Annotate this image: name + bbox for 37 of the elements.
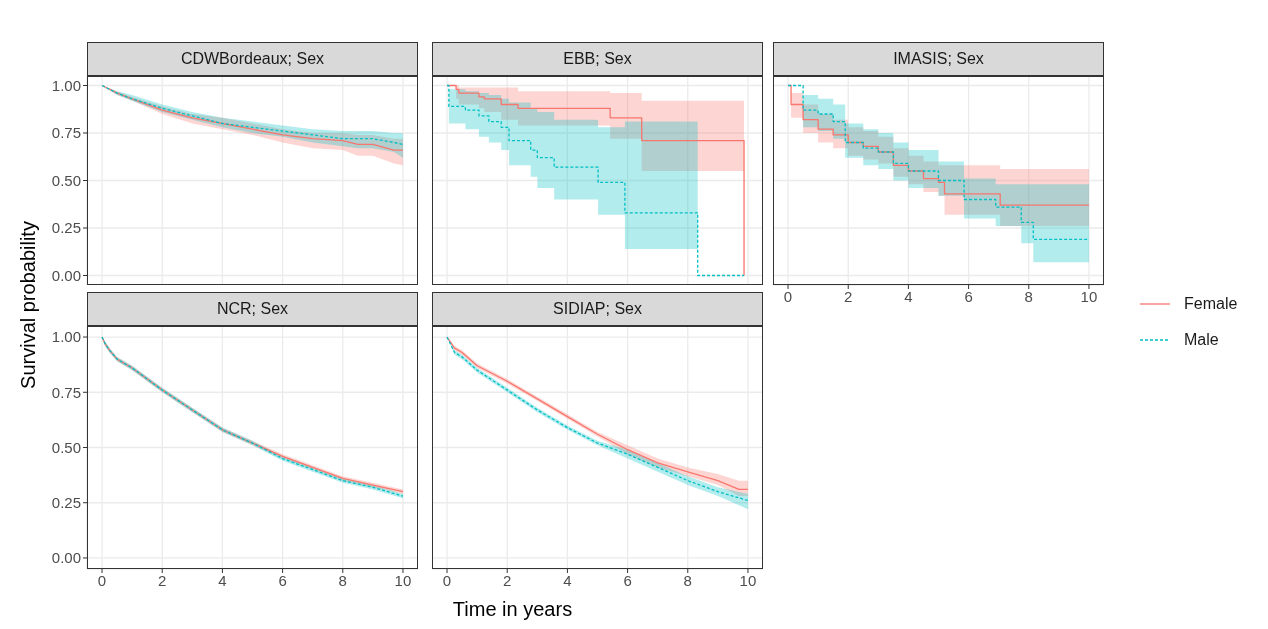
x-tick-label: 6 xyxy=(278,571,287,589)
x-tick-label: 10 xyxy=(394,571,412,589)
y-axis-title: Survival probability xyxy=(16,220,40,391)
chart-title: SIDIAP; Sex xyxy=(432,292,763,326)
x-tick-label: 2 xyxy=(844,287,853,305)
legend-label: Male xyxy=(1184,331,1219,349)
y-tick-label: 0.75 xyxy=(51,383,81,401)
x-tick-label: 4 xyxy=(218,571,227,589)
x-tick-label: 0 xyxy=(783,287,793,305)
chart-title: EBB; Sex xyxy=(432,42,763,76)
x-tick-label: 8 xyxy=(683,571,692,589)
legend-label: Female xyxy=(1184,295,1238,313)
x-tick-label: 2 xyxy=(158,571,167,589)
x-tick-label: 6 xyxy=(964,287,973,305)
chart-title: NCR; Sex xyxy=(87,292,418,326)
y-tick-label: 0.50 xyxy=(51,438,81,456)
y-tick-label: 0.75 xyxy=(51,124,81,142)
x-tick-label: 4 xyxy=(904,287,913,305)
x-tick-label: 0 xyxy=(97,571,107,589)
x-tick-label: 0 xyxy=(442,571,452,589)
y-tick-label: 1.00 xyxy=(51,76,81,94)
x-tick-label: 10 xyxy=(739,571,757,589)
x-tick-label: 4 xyxy=(563,571,572,589)
x-tick-label: 2 xyxy=(503,571,512,589)
y-tick-label: 0.25 xyxy=(51,494,81,512)
x-axis-title: Time in years xyxy=(451,598,574,621)
y-tick-label: 0.50 xyxy=(51,171,81,189)
chart-title: IMASIS; Sex xyxy=(773,42,1104,76)
x-tick-label: 10 xyxy=(1080,287,1098,305)
x-tick-label: 8 xyxy=(338,571,347,589)
x-tick-label: 6 xyxy=(623,571,632,589)
y-tick-label: 0.00 xyxy=(51,266,81,284)
y-tick-label: 0.00 xyxy=(51,549,81,567)
y-tick-label: 1.00 xyxy=(51,328,81,346)
chart-title: CDWBordeaux; Sex xyxy=(87,42,418,76)
y-tick-label: 0.25 xyxy=(51,219,81,237)
x-tick-label: 8 xyxy=(1024,287,1033,305)
